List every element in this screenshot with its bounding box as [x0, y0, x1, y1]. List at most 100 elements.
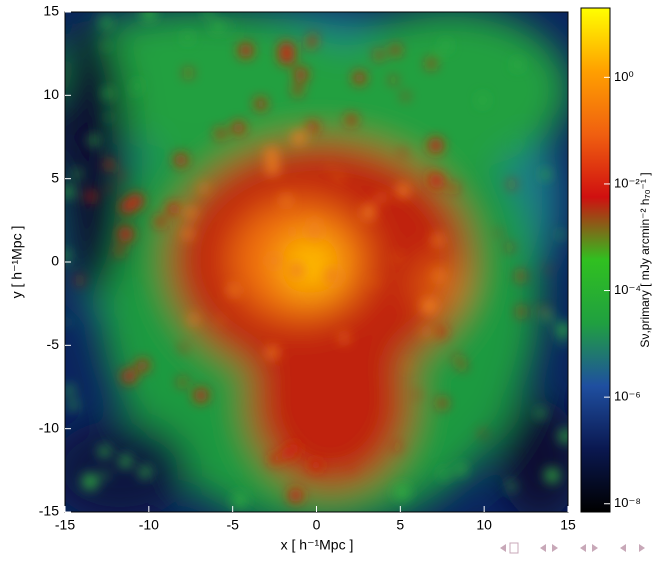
structure-clump: [136, 359, 149, 372]
structure-clump: [390, 45, 401, 56]
structure-clump: [343, 252, 350, 259]
structure-clump: [339, 333, 349, 343]
structure-clump: [415, 392, 421, 398]
structure-clump: [426, 58, 436, 69]
structure-clump: [292, 130, 306, 145]
structure-clump: [544, 312, 553, 321]
structure-clump: [65, 319, 70, 325]
structure-clump: [82, 473, 99, 490]
structure-clump: [104, 160, 114, 170]
structure-clump: [558, 429, 568, 443]
structure-clump: [513, 59, 523, 69]
structure-clump: [294, 67, 308, 82]
y-tick-label: -5: [47, 336, 60, 352]
structure-clump: [441, 40, 451, 50]
structure-clump: [228, 23, 234, 29]
structure-clump: [288, 228, 296, 236]
structure-clump: [353, 71, 366, 85]
structure-clump: [311, 218, 319, 226]
structure-clump: [309, 459, 322, 472]
structure-clump: [142, 12, 157, 21]
structure-clump: [369, 201, 375, 207]
structure-clump: [308, 289, 315, 296]
colorbar-tick-label: 10⁻⁶: [614, 389, 641, 404]
structure-clump: [105, 114, 112, 121]
structure-clump: [212, 21, 224, 33]
structure-clump: [269, 453, 281, 465]
structure-clump: [437, 398, 448, 409]
structure-clump: [506, 243, 514, 251]
structure-clump: [516, 271, 526, 281]
structure-clump: [282, 446, 295, 460]
structure-clump: [98, 445, 111, 457]
structure-clump: [133, 81, 142, 90]
structure-clump: [393, 443, 401, 451]
colorbar-tick-label: 10⁻²: [614, 175, 640, 190]
structure-clump: [228, 284, 240, 296]
structure-clump: [288, 488, 303, 503]
structure-clump: [128, 193, 144, 209]
y-tick-label: 5: [51, 169, 59, 185]
structure-clump: [345, 114, 357, 126]
structure-clump: [86, 191, 96, 202]
structure-clump: [432, 234, 444, 246]
structure-clump: [421, 298, 437, 314]
structure-clump: [232, 121, 245, 135]
colorbar-tick-label: 10⁻⁴: [614, 282, 641, 297]
structure-clump: [186, 207, 197, 219]
structure-clump: [121, 369, 137, 384]
structure-clump: [65, 186, 75, 198]
structure-clump: [75, 276, 84, 285]
structure-clump: [378, 193, 386, 202]
structure-clump: [455, 464, 467, 475]
structure-clump: [478, 97, 487, 106]
structure-clump: [497, 230, 503, 236]
structure-clump: [396, 184, 410, 198]
structure-clump: [402, 93, 409, 100]
structure-clump: [349, 466, 354, 471]
structure-clump: [154, 216, 166, 227]
structure-clump: [292, 85, 303, 96]
structure-clump: [325, 268, 341, 284]
x-axis-label: x [ h⁻¹Mpc ]: [281, 537, 354, 553]
structure-clump: [309, 34, 318, 42]
structure-clump: [536, 408, 546, 418]
x-tick-label: 0: [313, 517, 321, 533]
structure-clump: [182, 228, 193, 239]
structure-clump: [395, 485, 410, 500]
structure-clump: [429, 173, 445, 189]
structure-clump: [118, 226, 134, 242]
structure-clump: [280, 195, 292, 206]
structure-clump: [101, 471, 109, 479]
structure-clump: [405, 363, 410, 368]
structure-clump: [427, 169, 432, 175]
structure-clump: [215, 128, 226, 139]
colorbar-label: Sν,primary [ mJy arcmin⁻² h₇₀⁻¹ ]: [638, 172, 652, 347]
y-tick-label: -10: [39, 419, 59, 435]
structure-clump: [174, 153, 188, 167]
structure-clump: [88, 135, 99, 146]
structure-clump: [513, 142, 518, 147]
structure-clump: [540, 169, 551, 180]
structure-clump: [119, 455, 132, 468]
x-tick-label: -5: [226, 517, 239, 533]
structure-clump: [131, 92, 136, 97]
structure-clump: [119, 173, 125, 179]
structure-clump: [560, 338, 567, 345]
x-tick-label: 5: [396, 517, 404, 533]
structure-clump: [184, 69, 193, 77]
structure-clump: [264, 147, 279, 161]
structure-clump: [306, 39, 315, 49]
structure-clump: [183, 33, 192, 42]
structure-clump: [218, 317, 224, 323]
structure-clump: [539, 306, 546, 313]
structure-clump: [199, 184, 208, 193]
y-tick-label: -15: [39, 503, 59, 519]
structure-clump: [428, 137, 444, 154]
structure-clump: [180, 345, 187, 351]
structure-clump: [115, 246, 125, 256]
structure-clump: [188, 315, 199, 325]
colorbar-tick-label: 10⁰: [614, 69, 634, 84]
